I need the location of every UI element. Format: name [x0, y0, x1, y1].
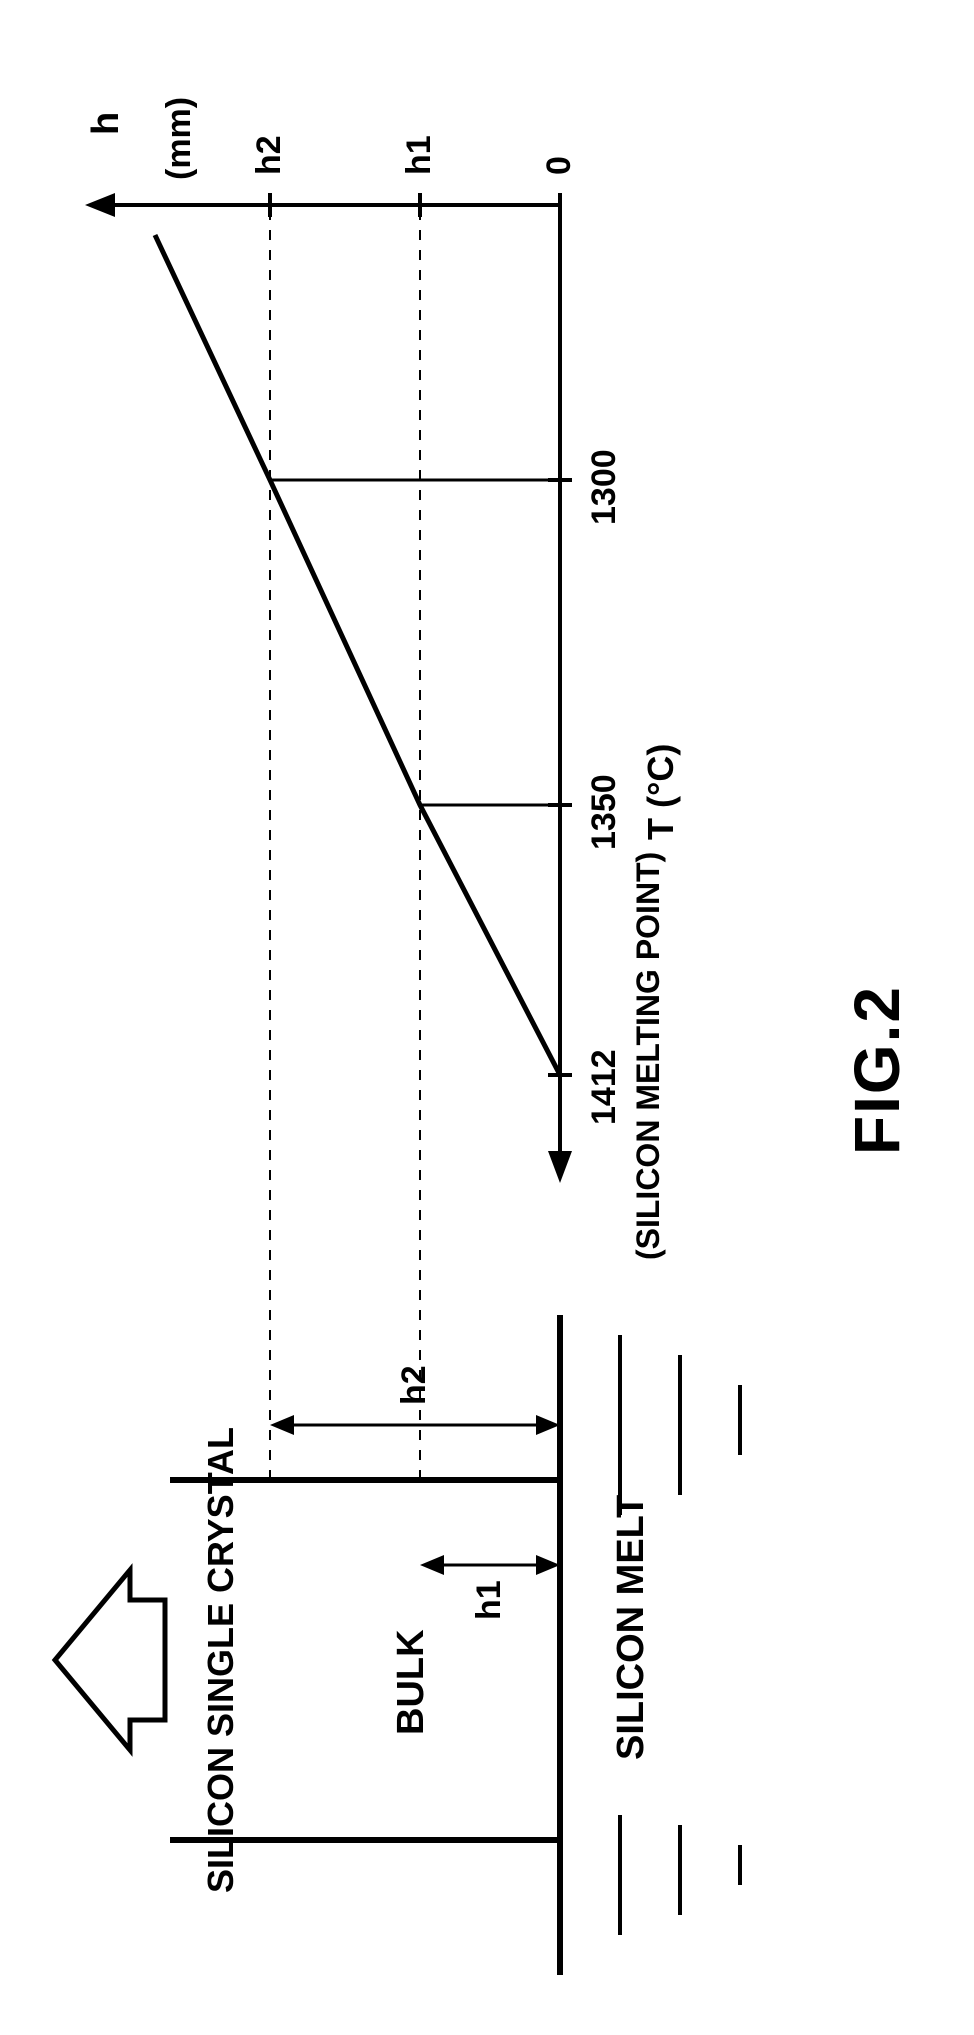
x-tick-label-1350: 1350: [585, 774, 624, 850]
h2-dimension-label: h2: [395, 1365, 434, 1405]
x-axis-subtitle: (SILICON MELTING POINT): [630, 852, 667, 1260]
silicon-melt-label: SILICON MELT: [610, 1540, 654, 1760]
h1-dimension-label: h1: [470, 1580, 509, 1620]
y-axis-title: h: [85, 112, 128, 135]
page: SILICON SINGLE CRYSTAL BULK SILICON MELT…: [0, 0, 974, 2035]
silicon-single-crystal-label: SILICON SINGLE CRYSTAL: [200, 1420, 242, 1900]
y-tick-label-h1: h1: [400, 135, 439, 175]
x-tick-label-1412: 1412: [585, 1049, 624, 1125]
y-tick-label-0: 0: [540, 156, 579, 175]
data-line: [155, 235, 560, 1075]
x-axis-title: T (°C): [640, 744, 682, 840]
figure-rotated-container: SILICON SINGLE CRYSTAL BULK SILICON MELT…: [0, 0, 974, 2035]
x-axis-arrowhead-icon: [548, 1151, 572, 1183]
figure-svg: [0, 0, 974, 2035]
bulk-label: BULK: [390, 1629, 433, 1735]
y-axis-arrowhead-icon: [85, 193, 115, 217]
h2-dimension: [270, 1415, 560, 1435]
y-tick-label-h2: h2: [250, 135, 289, 175]
x-tick-label-1300: 1300: [585, 449, 624, 525]
h1-dimension: [420, 1555, 560, 1575]
figure-caption: FIG.2: [840, 985, 914, 1155]
y-axis-unit: (mm): [160, 97, 199, 180]
up-arrow-icon: [55, 1570, 165, 1750]
temperature-chart: [85, 193, 572, 1183]
